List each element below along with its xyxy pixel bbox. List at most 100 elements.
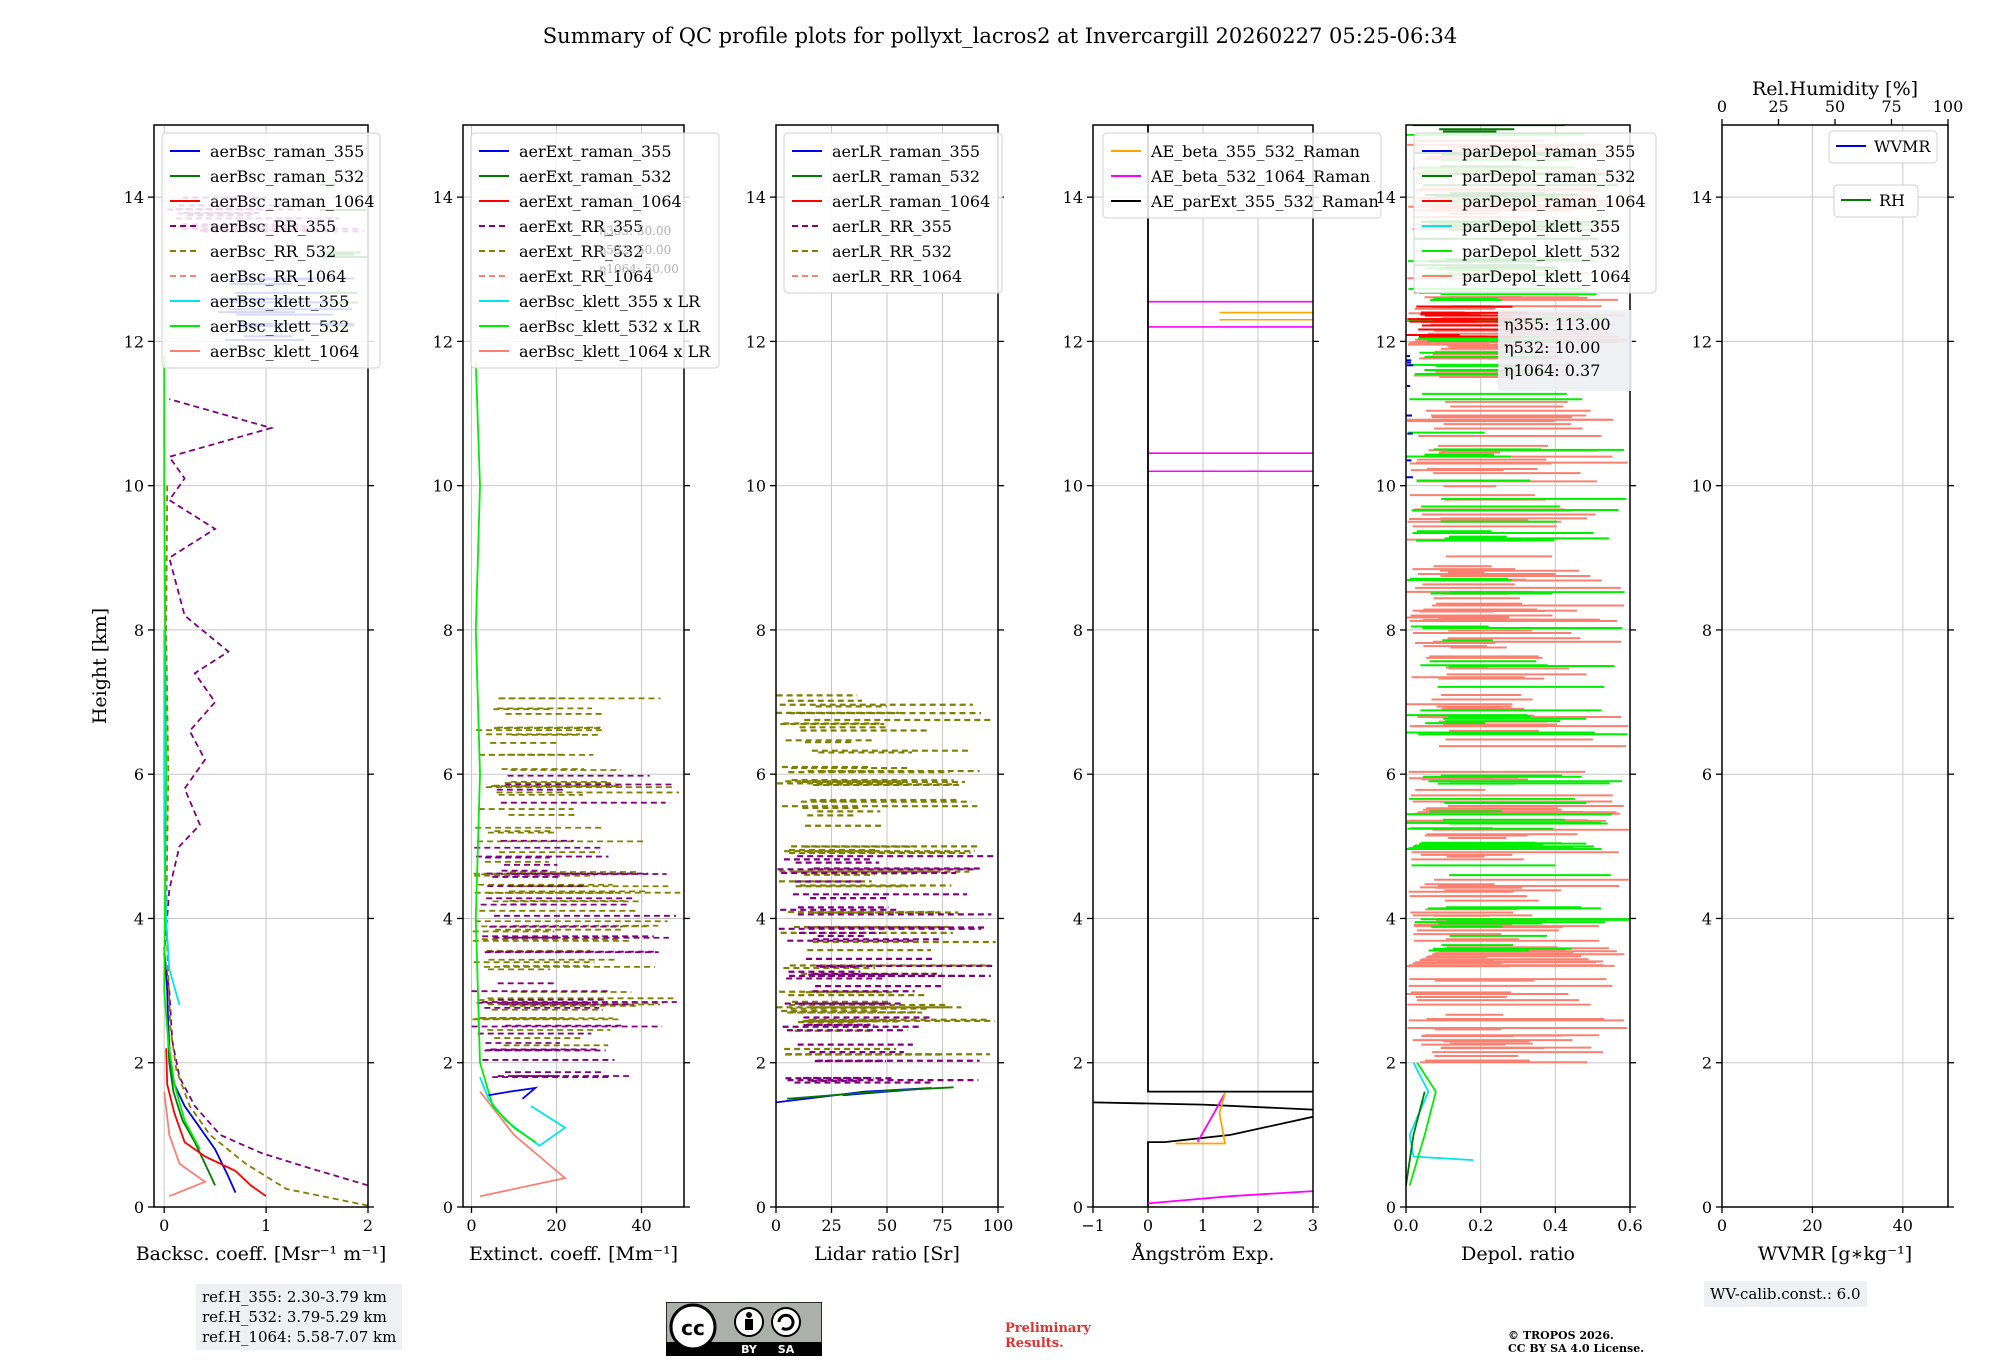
legend-box <box>161 132 381 369</box>
top-x-tick-label: 75 <box>1881 97 1901 116</box>
series-aerbsc-rr-355 <box>163 398 368 1187</box>
series-aerbsc-raman-532 <box>166 1019 216 1186</box>
copyright-line-1: © TROPOS 2026. <box>1508 1329 1614 1342</box>
y-tick-label: 8 <box>1386 621 1396 640</box>
y-tick-label: 2 <box>1386 1054 1396 1073</box>
x-tick-label: 20 <box>1802 1216 1822 1235</box>
data-layer <box>776 694 996 1104</box>
x-tick-label: 0.2 <box>1468 1216 1493 1235</box>
series-ae-beta-532-1064-raman <box>1147 1190 1313 1205</box>
y-tick-label: 8 <box>1073 621 1083 640</box>
annotation-box <box>1498 310 1632 391</box>
x-tick-label: 25 <box>821 1216 841 1235</box>
x-tick-label: 0.6 <box>1617 1216 1642 1235</box>
eta-line: η532: 50.00 <box>599 243 671 257</box>
legend-entry: aerLR_RR_1064 <box>832 267 962 286</box>
top-x-tick-label: 25 <box>1768 97 1788 116</box>
cc-badge-by: BY <box>741 1343 758 1356</box>
top-x-tick-label: 50 <box>1825 97 1845 116</box>
legend-entry: aerBsc_raman_532 <box>210 167 364 186</box>
x-tick-label: 3 <box>1308 1216 1318 1235</box>
y-tick-label: 14 <box>746 188 766 207</box>
ref-height-1064: ref.H_1064: 5.58-7.07 km <box>202 1328 397 1346</box>
legend: aerLR_raman_355 aerLR_raman_532 aerLR_rama… <box>783 132 1003 294</box>
y-tick-label: 6 <box>443 765 453 784</box>
legend: WVMR RH <box>1828 130 1938 218</box>
y-tick-label: 12 <box>433 332 453 351</box>
y-tick-label: 10 <box>746 477 766 496</box>
x-tick-label: 1 <box>261 1216 271 1235</box>
legend-entry: aerLR_RR_532 <box>832 242 952 261</box>
x-tick-label: 0.0 <box>1393 1216 1418 1235</box>
y-tick-label: 4 <box>1386 909 1396 928</box>
x-axis-label: Lidar ratio [Sr] <box>814 1243 960 1265</box>
ref-height-532: ref.H_532: 3.79-5.29 km <box>202 1308 387 1326</box>
copyright-line-2: CC BY SA 4.0 License. <box>1508 1342 1645 1355</box>
legend: AE_beta_355_532_Raman AE_beta_532_1064_Ra… <box>1102 132 1382 219</box>
x-tick-label: 40 <box>1893 1216 1913 1235</box>
y-tick-label: 4 <box>1702 909 1712 928</box>
series-aerbsc-klett-532 <box>163 355 201 1150</box>
y-tick-label: 2 <box>443 1054 453 1073</box>
preliminary-line-1: Preliminary <box>1005 1321 1091 1336</box>
panel-extinction: 0 20 40 0 2 4 6 8 10 12 14 Extinct. coeff. [Mm⁻¹] ae… <box>433 124 720 1265</box>
y-tick-label: 12 <box>124 332 144 351</box>
legend-box <box>1413 132 1657 294</box>
wv-calib-label: WV-calib.const.: 6.0 <box>1710 1285 1861 1303</box>
series-aerbsc-klett-355 <box>163 629 181 1006</box>
y-tick-label: 0 <box>134 1198 144 1217</box>
top-x-axis-label: Rel.Humidity [%] <box>1752 78 1918 100</box>
legend-box-wvmr <box>1828 130 1938 164</box>
legend-box <box>783 132 1003 294</box>
eta-line: η355: 50.00 <box>599 224 671 238</box>
legend-entry: aerExt_raman_1064 <box>519 192 682 211</box>
y-tick-label: 6 <box>756 765 766 784</box>
y-tick-label: 8 <box>443 621 453 640</box>
legend-box <box>1102 132 1382 219</box>
eta-annotation: η355: 113.00 η532: 10.00 η1064: 0.37 <box>1498 310 1632 391</box>
wv-calib-box: WV-calib.const.: 6.0 <box>1704 1281 1867 1307</box>
preliminary-line-2: Results. <box>1005 1336 1064 1351</box>
legend-entry: parDepol_raman_355 <box>1462 142 1635 161</box>
x-tick-label: 100 <box>983 1216 1014 1235</box>
x-tick-label: −1 <box>1081 1216 1105 1235</box>
preliminary-note: Preliminary Results. <box>1005 1321 1091 1351</box>
legend-entry: aerBsc_raman_1064 <box>210 192 375 211</box>
panel-depol: 0.0 0.2 0.4 0.6 0 2 4 6 8 10 12 14 Depol. ratio parDe… <box>1376 124 1657 1265</box>
x-axis-label: Extinct. coeff. [Mm⁻¹] <box>469 1243 678 1265</box>
legend-entry: aerExt_RR_532 <box>519 242 643 261</box>
legend-entry: AE_beta_532_1064_Raman <box>1150 167 1370 186</box>
y-tick-label: 10 <box>1692 477 1712 496</box>
y-tick-label: 14 <box>433 188 453 207</box>
y-tick-label: 8 <box>1702 621 1712 640</box>
legend-entry: aerBsc_klett_1064 x LR <box>519 342 711 361</box>
y-tick-label: 0 <box>756 1198 766 1217</box>
legend-entry: aerBsc_RR_1064 <box>210 267 346 286</box>
eta-line: η1064: 50.00 <box>599 262 679 276</box>
legend-entry: parDepol_raman_532 <box>1462 167 1635 186</box>
legend-entry: aerBsc_klett_355 x LR <box>519 292 701 311</box>
y-tick-label: 6 <box>134 765 144 784</box>
legend-entry: aerBsc_klett_355 <box>210 292 349 311</box>
y-tick-label: 12 <box>1376 332 1396 351</box>
x-tick-label: 50 <box>877 1216 897 1235</box>
series-pardepol-klett-355 <box>1408 1062 1474 1161</box>
y-tick-label: 10 <box>1376 477 1396 496</box>
series-aerlr-raman-532 <box>787 1086 954 1100</box>
ref-height-box: ref.H_355: 2.30-3.79 km ref.H_532: 3.79-… <box>196 1284 403 1350</box>
share-alike-icon <box>771 1307 801 1337</box>
series-aerbsc-rr-532 <box>165 485 368 1207</box>
legend-entry: aerExt_raman_355 <box>519 142 672 161</box>
y-tick-label: 6 <box>1386 765 1396 784</box>
y-tick-label: 14 <box>1376 188 1396 207</box>
y-tick-label: 12 <box>1692 332 1712 351</box>
series-ae-parext-355-532-raman <box>1147 1115 1313 1207</box>
series-ae-parext-355-532-raman-b <box>1093 1101 1313 1111</box>
legend-entry: AE_beta_355_532_Raman <box>1150 142 1360 161</box>
axes-frame <box>462 124 685 1208</box>
series-aerbsc-klett-532 x lr <box>474 362 536 1143</box>
copyright-note: © TROPOS 2026. CC BY SA 4.0 License. <box>1508 1329 1644 1355</box>
x-axis-label: WVMR [g∗kg⁻¹] <box>1758 1243 1912 1265</box>
